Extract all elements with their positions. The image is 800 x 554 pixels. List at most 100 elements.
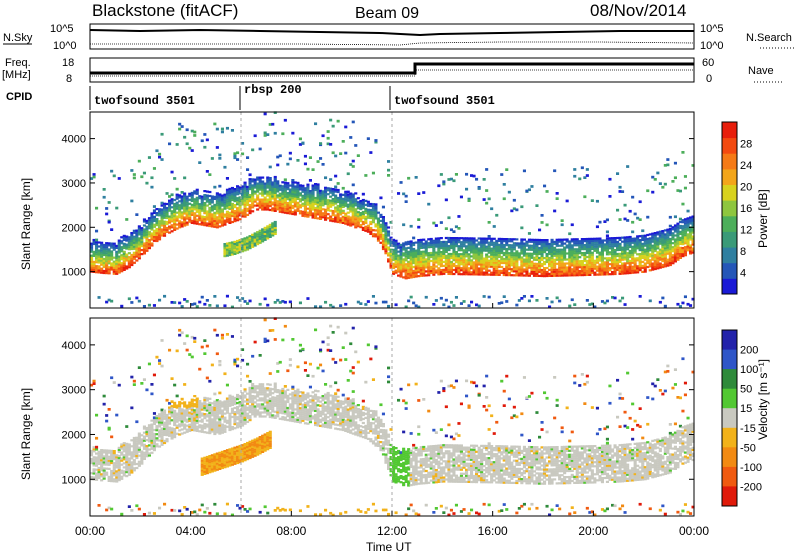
power-cell [641,229,645,233]
power-cell [215,304,219,308]
velocity-cell [135,420,139,424]
power-cell [671,256,675,259]
power-cell [361,192,365,196]
power-cell [266,233,270,236]
velocity-cell [125,462,129,466]
power-cell [105,254,109,257]
power-cell [266,186,270,189]
power-cell [205,196,209,199]
power-cell [344,202,348,205]
power-cell [220,194,224,197]
power-cell [532,262,536,265]
power-cell [349,224,353,227]
power-cell [467,269,471,272]
power-cell [180,221,184,224]
power-cell [266,227,270,230]
power-cell [195,200,199,203]
power-cell [397,268,401,271]
power-cell [648,261,652,264]
power-cell [203,212,207,215]
power-cell [238,218,242,221]
power-cell [532,240,536,243]
power-cell [462,253,466,256]
power-cell [180,199,184,202]
velocity-cell [200,420,204,423]
power-cell [107,201,111,204]
power-cell [238,200,242,203]
power-cell [475,253,479,256]
power-cell [470,263,474,266]
power-cell [689,244,693,247]
velocity-cell [110,480,114,483]
power-cell [344,192,348,195]
power-cell [110,250,114,253]
power-cell [220,222,224,225]
power-cell [550,250,554,253]
power-cell [326,217,330,220]
power-cell [263,182,267,185]
power-cell [465,172,469,176]
power-cell [449,177,453,181]
power-cell [678,305,682,308]
power-cell [238,206,242,209]
power-cell [326,130,330,133]
power-cell [112,262,116,265]
power-cell [673,242,677,245]
power-cell [387,242,391,245]
power-cell [648,265,652,268]
power-cell [590,265,594,268]
power-cell [233,152,237,155]
power-cell [258,231,262,234]
power-cell [213,195,217,198]
velocity-cell [97,468,101,472]
power-cell [462,249,466,252]
power-cell [495,251,499,254]
power-cell [472,251,476,254]
power-cell [465,261,469,264]
power-cell [339,197,343,200]
velocity-cell [97,452,101,455]
power-cell [301,194,305,197]
velocity-cell [203,404,207,408]
power-cell [505,270,509,273]
power-cell [127,260,131,263]
power-cell [127,248,131,251]
velocity-cell [175,412,179,415]
power-cell [241,250,245,253]
power-cell [170,170,174,174]
power-cell [462,263,466,266]
power-cell [689,220,693,223]
power-cell [666,230,670,233]
power-cell [140,229,144,232]
power-cell [467,271,471,274]
power-cell [631,249,635,252]
power-cell [195,214,199,217]
velocity-cell [125,471,129,474]
power-cell [190,149,194,152]
power-cell [457,227,461,230]
power-cell [105,212,109,216]
power-cell [236,185,240,188]
power-cell [663,255,667,258]
power-cell [480,261,484,264]
power-cell [160,214,164,217]
velocity-cell [198,424,202,427]
power-cell [303,203,307,206]
power-cell [676,302,680,306]
power-cell [142,244,146,247]
power-cell [485,269,489,272]
power-cell [477,241,481,244]
power-cell [402,264,406,267]
velocity-cell [195,405,199,408]
power-cell [261,240,265,243]
power-cell [266,235,270,238]
power-cell [452,179,456,183]
power-cell [238,198,242,201]
velocity-cell [183,431,187,434]
power-cell [691,217,695,220]
power-cell [253,238,257,241]
velocity-cell [125,458,129,462]
power-cell [180,195,184,198]
velocity-cell [110,507,114,511]
power-cell [278,184,282,187]
